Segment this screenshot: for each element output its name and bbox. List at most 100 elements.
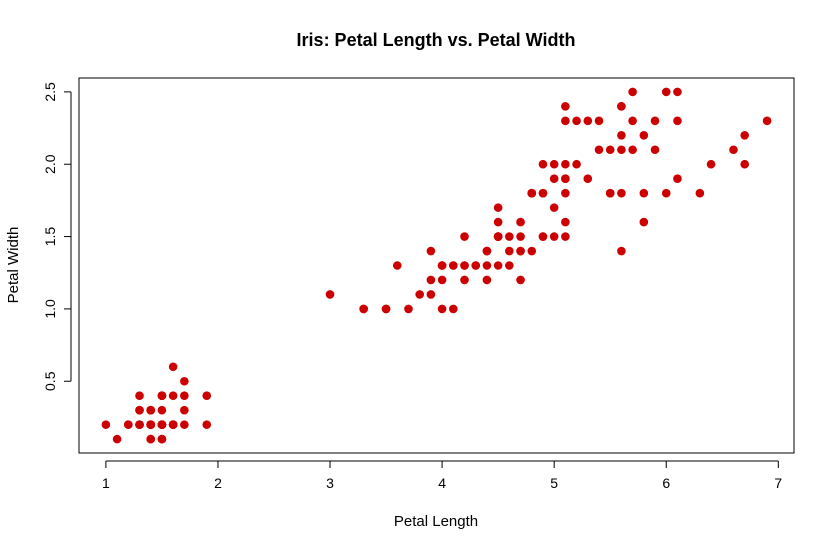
data-point [146,420,156,429]
data-point [516,246,525,256]
data-point [449,261,458,270]
y-axis: 0.5 1.0 1.5 2.0 2.5 [42,82,72,391]
data-point [628,145,637,155]
data-point [157,405,167,415]
x-axis: 1 2 3 4 5 6 7 [102,460,782,491]
data-point [146,405,156,415]
data-point [505,232,514,241]
data-point [617,145,626,155]
data-point [639,130,649,140]
plot-frame [78,77,795,454]
data-point [460,275,469,285]
data-point [426,275,436,285]
data-point [538,159,548,169]
x-tick-label: 5 [550,475,558,491]
data-point [516,275,525,285]
x-tick-label: 2 [214,475,222,491]
data-point [415,290,424,299]
y-tick-label: 1.0 [42,299,58,319]
data-point [493,217,503,227]
data-point [437,261,447,270]
data-point [729,145,738,155]
data-point [381,304,391,314]
data-point [359,304,368,314]
data-point [617,246,626,256]
data-point [538,188,548,198]
x-tick-label: 3 [326,475,334,491]
data-point [561,217,570,227]
data-point [437,304,447,314]
data-point [617,130,626,140]
y-tick-label: 1.5 [42,227,58,247]
data-point [594,145,604,155]
data-point [135,420,144,429]
data-point [673,174,682,183]
data-point [482,261,492,270]
data-point [437,275,447,285]
data-point [516,232,525,241]
data-point [135,405,144,415]
y-tick-label: 0.5 [42,371,58,391]
y-axis-label: Petal Width [5,227,22,304]
data-point [392,261,402,270]
data-point [157,434,167,444]
data-point [180,405,189,415]
data-point [762,116,772,126]
x-tick-label: 6 [662,475,670,491]
data-point [180,376,189,386]
data-point [740,159,749,169]
x-tick-label: 1 [102,475,110,491]
data-point [740,130,749,140]
x-tick-label: 4 [438,475,446,491]
data-point [639,217,649,227]
data-point [572,116,581,126]
data-point [628,87,637,97]
data-point [561,159,570,169]
data-point [605,145,615,155]
y-tick-label: 2.0 [42,154,58,174]
data-point [404,304,413,314]
data-point [572,159,581,169]
data-point [561,232,570,241]
data-point [493,232,503,241]
data-point [549,232,559,241]
data-point [146,434,156,444]
data-point [482,275,492,285]
data-point [516,217,525,227]
data-point [449,304,458,314]
data-point [493,203,503,212]
x-tick-label: 7 [774,475,782,491]
data-point [549,174,559,183]
data-point [202,391,212,401]
data-point [325,290,335,299]
data-point [527,246,537,256]
y-tick-label: 2.5 [42,82,58,102]
data-point [617,102,626,111]
data-point [180,391,189,401]
data-point [650,145,660,155]
data-point [661,87,671,97]
data-point [538,232,548,241]
data-point [561,188,570,198]
data-point [561,174,570,183]
data-point [471,261,481,270]
data-point [124,420,133,429]
data-point [605,188,615,198]
data-point [583,174,593,183]
data-point [617,188,626,198]
data-point [673,116,682,126]
data-point [493,261,503,270]
data-point [650,116,660,126]
data-point [505,261,514,270]
data-point [706,159,716,169]
data-point [561,102,570,111]
data-point [180,420,189,429]
data-point [549,159,559,169]
data-point [673,87,682,97]
data-point [460,232,469,241]
data-point [661,188,671,198]
x-axis-label: Petal Length [394,513,478,530]
data-point [135,391,144,401]
data-point [168,362,178,372]
